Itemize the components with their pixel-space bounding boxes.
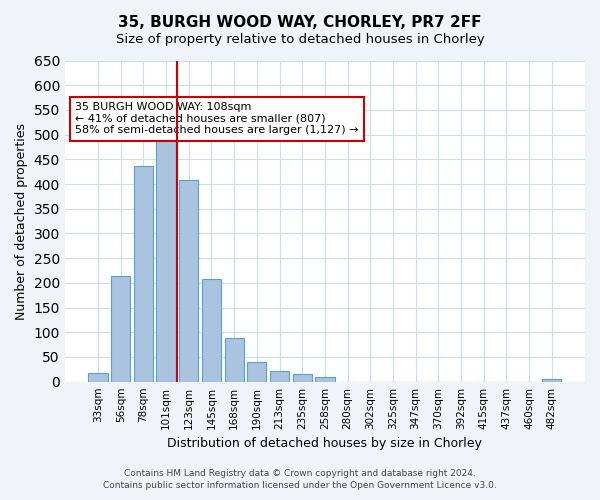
Bar [134, 166, 153, 382]
Text: Contains HM Land Registry data © Crown copyright and database right 2024.
Contai: Contains HM Land Registry data © Crown c… [103, 468, 497, 490]
Bar [224, 338, 244, 382]
Text: 35 BURGH WOOD WAY: 108sqm
← 41% of detached houses are smaller (807)
58% of semi: 35 BURGH WOOD WAY: 108sqm ← 41% of detac… [75, 102, 359, 136]
Bar [179, 180, 199, 382]
Bar [202, 280, 221, 382]
Text: Size of property relative to detached houses in Chorley: Size of property relative to detached ho… [116, 32, 484, 46]
Y-axis label: Number of detached properties: Number of detached properties [15, 122, 28, 320]
Bar [542, 379, 562, 382]
Bar [315, 376, 335, 382]
Bar [270, 371, 289, 382]
Bar [157, 134, 176, 382]
Text: 35, BURGH WOOD WAY, CHORLEY, PR7 2FF: 35, BURGH WOOD WAY, CHORLEY, PR7 2FF [118, 15, 482, 30]
Bar [88, 373, 108, 382]
Bar [293, 374, 312, 382]
Bar [111, 276, 130, 382]
Bar [247, 362, 266, 382]
X-axis label: Distribution of detached houses by size in Chorley: Distribution of detached houses by size … [167, 437, 482, 450]
